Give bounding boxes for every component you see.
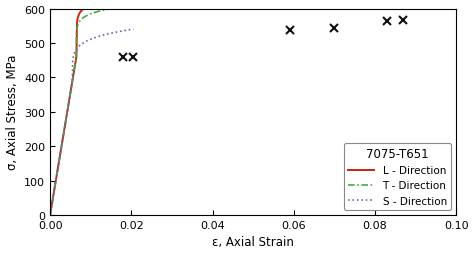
- X-axis label: ε, Axial Strain: ε, Axial Strain: [212, 235, 294, 248]
- T - Direction: [212, 0, 218, 2]
- S - Direction: [98, 35, 103, 38]
- S - Direction: [130, 28, 136, 31]
- Y-axis label: σ, Axial Stress, MPa: σ, Axial Stress, MPa: [6, 55, 18, 170]
- T - Direction: [47, 214, 53, 217]
- S - Direction: [52, 183, 58, 186]
- T - Direction: [220, 0, 226, 1]
- T - Direction: [64, 109, 70, 112]
- S - Direction: [47, 214, 53, 217]
- Line: T - Direction: T - Direction: [50, 0, 334, 215]
- T - Direction: [228, 0, 234, 1]
- S - Direction: [100, 35, 106, 38]
- Legend: L - Direction, T - Direction, S - Direction: L - Direction, T - Direction, S - Direct…: [344, 143, 451, 210]
- L - Direction: [69, 82, 75, 85]
- S - Direction: [110, 32, 116, 35]
- S - Direction: [96, 36, 101, 39]
- L - Direction: [47, 214, 53, 217]
- Line: L - Direction: L - Direction: [50, 0, 408, 215]
- S - Direction: [119, 30, 125, 34]
- Line: S - Direction: S - Direction: [50, 30, 133, 215]
